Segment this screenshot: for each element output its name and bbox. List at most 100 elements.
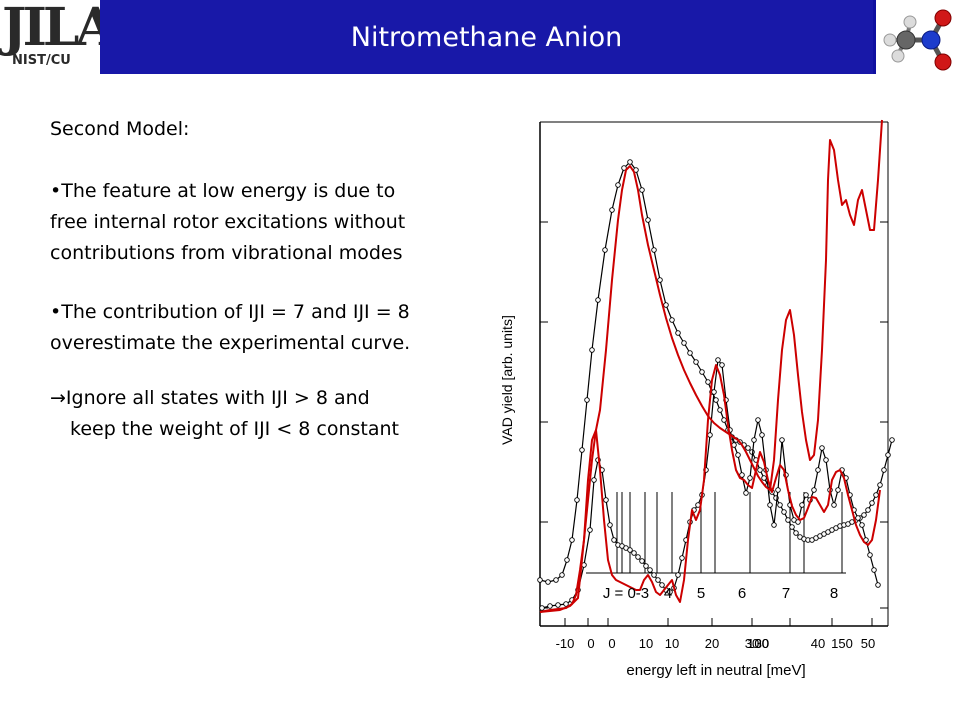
data-point [579, 447, 585, 453]
x-tick-label: 0 [587, 636, 594, 651]
data-point [553, 577, 559, 583]
conclusion-line2: keep the weight of IJI < 8 constant [70, 418, 400, 440]
data-point [793, 530, 799, 536]
title-bar: Nitromethane Anion [100, 0, 873, 74]
data-point [545, 579, 551, 585]
data-point [659, 582, 665, 588]
data-point [675, 330, 681, 336]
data-point [651, 572, 657, 578]
data-point [574, 497, 580, 503]
data-point [781, 509, 787, 515]
data-point [587, 527, 593, 533]
data-point [717, 407, 723, 413]
data-point [761, 475, 767, 481]
data-point [819, 445, 825, 451]
bullet1-line1: •The feature at low energy is due to [50, 180, 396, 202]
data-point [719, 362, 725, 368]
series-line [539, 364, 881, 613]
series-layer [537, 119, 895, 613]
data-point [681, 340, 687, 346]
data-point [564, 557, 570, 563]
bullet1-line3: contributions from vibrational modes [50, 242, 403, 264]
axis-ticks [540, 221, 888, 626]
data-point [705, 379, 711, 385]
data-point [563, 601, 569, 607]
nitromethane-molecule-icon [883, 9, 952, 71]
bullet2-line1: •The contribution of IJI = 7 and IJI = 8 [50, 301, 410, 323]
data-point [865, 507, 871, 513]
x-tick-label: 10 [639, 636, 653, 651]
series-line [539, 119, 883, 613]
data-point [757, 467, 763, 473]
data-point [785, 517, 791, 523]
data-point [679, 555, 685, 561]
data-point [751, 437, 757, 443]
data-point [651, 247, 657, 253]
data-point [635, 554, 641, 560]
data-point [789, 524, 795, 530]
data-point [655, 577, 661, 583]
data-point [639, 558, 645, 564]
logo-subtext: NIST/CU [12, 53, 71, 68]
data-point [715, 357, 721, 363]
data-point [771, 522, 777, 528]
y-axis-label: VAD yield [arb. units] [499, 315, 515, 445]
j-sticks [616, 492, 843, 573]
data-point [873, 492, 879, 498]
data-point [877, 482, 883, 488]
data-point [687, 350, 693, 356]
x-tick-label: 20 [705, 636, 719, 651]
data-point [815, 467, 821, 473]
data-point [711, 389, 717, 395]
data-point [707, 432, 713, 438]
data-point [777, 502, 783, 508]
data-point [595, 297, 601, 303]
data-point [759, 432, 765, 438]
j-label: 8 [830, 585, 838, 602]
data-point [627, 547, 633, 553]
data-point [875, 582, 881, 588]
data-point [675, 572, 681, 578]
section-heading: Second Model: [50, 118, 190, 140]
data-point [739, 472, 745, 478]
data-point [767, 502, 773, 508]
data-point [627, 159, 633, 165]
data-point [831, 502, 837, 508]
x-axis-label: energy left in neutral [meV] [626, 662, 805, 679]
data-point [647, 567, 653, 573]
data-point [803, 492, 809, 498]
data-point [602, 247, 608, 253]
data-point [657, 277, 663, 283]
data-point [885, 452, 891, 458]
data-point [693, 359, 699, 365]
data-point [713, 397, 719, 403]
data-point [867, 552, 873, 558]
data-point [643, 563, 649, 569]
data-point [743, 490, 749, 496]
data-point [611, 537, 617, 543]
data-point [547, 603, 553, 609]
data-point [869, 500, 875, 506]
data-point [603, 497, 609, 503]
data-point [795, 519, 801, 525]
slide-text: Second Model: •The feature at low energy… [50, 118, 480, 445]
data-point [667, 589, 673, 595]
x-tick-label: -10 [556, 636, 575, 651]
j-label: 4 [664, 585, 672, 602]
data-point [663, 302, 669, 308]
data-point [881, 467, 887, 473]
x-tick-label: 50 [861, 636, 875, 651]
x-tick-label: 30 [755, 636, 769, 651]
data-point [669, 317, 675, 323]
data-point [835, 487, 841, 493]
jila-logo: JILA NIST/CU [0, 0, 116, 74]
data-point [584, 397, 590, 403]
data-point [755, 417, 761, 423]
conclusion-line1: →Ignore all states with IJI > 8 and [50, 383, 480, 414]
x-tick-label: 150 [831, 636, 853, 651]
data-point [735, 452, 741, 458]
data-point [555, 602, 561, 608]
data-point [589, 347, 595, 353]
